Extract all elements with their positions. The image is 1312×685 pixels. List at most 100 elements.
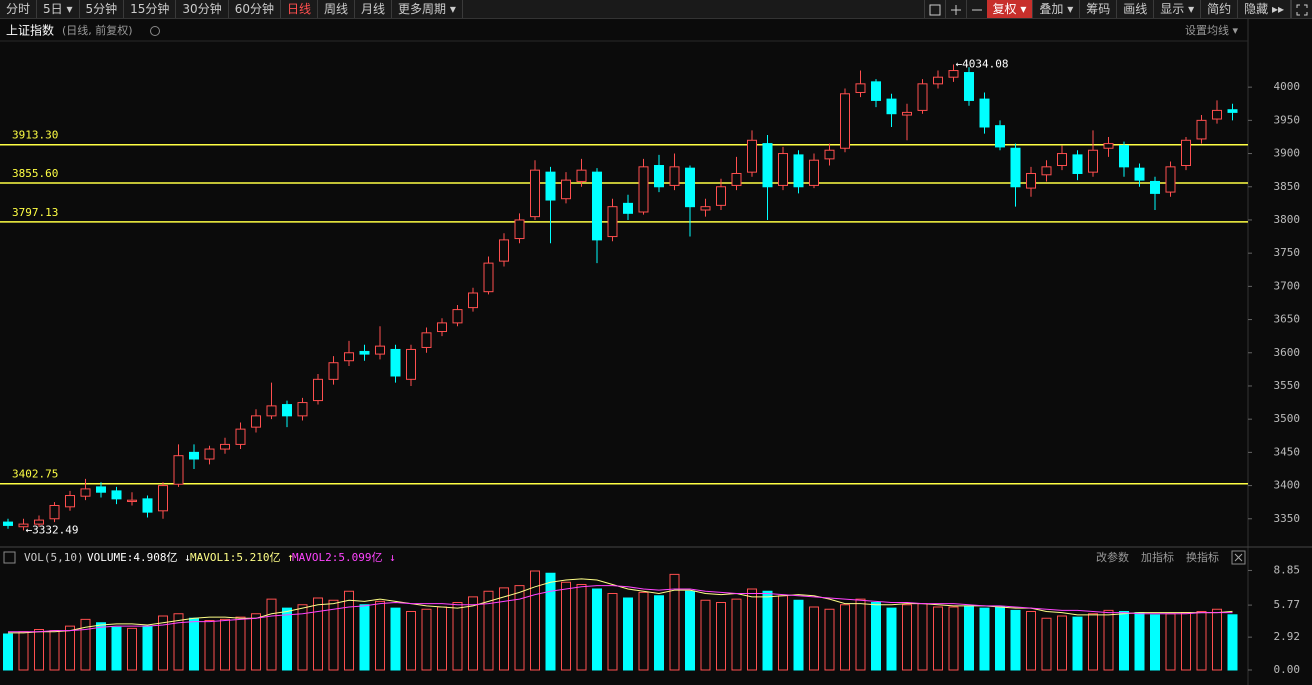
- icon: [950, 4, 961, 15]
- candle-body: [917, 83, 928, 111]
- tool-tab[interactable]: 叠加 ▾: [1033, 0, 1081, 18]
- volume-bar: [995, 606, 1005, 671]
- y-tick-label: 3550: [1274, 379, 1301, 392]
- ma-line: [8, 585, 1233, 633]
- volume-bar: [778, 595, 788, 671]
- volume-bar: [1150, 614, 1160, 671]
- candle-body: [65, 495, 75, 508]
- tool-icon[interactable]: [965, 0, 987, 18]
- candle-body: [607, 206, 618, 238]
- candle-body: [313, 378, 323, 402]
- icon: [929, 4, 941, 15]
- volume-bar: [561, 581, 571, 671]
- candle-body: [18, 523, 29, 528]
- period-tab[interactable]: 月线: [355, 0, 393, 18]
- period-tab[interactable]: 周线: [318, 0, 356, 18]
- candle-body: [964, 72, 974, 101]
- volume-bar: [809, 606, 819, 671]
- indicator-action[interactable]: 换指标: [1186, 550, 1219, 564]
- volume-bar: [607, 593, 618, 671]
- level-label: 3402.75: [12, 468, 58, 481]
- candle-body: [1026, 172, 1036, 189]
- candle-body: [623, 202, 633, 214]
- volume-bar: [964, 605, 974, 671]
- candle-body: [979, 98, 990, 128]
- ma-settings[interactable]: 设置均线 ▾: [1185, 23, 1238, 37]
- candle-body: [731, 172, 742, 186]
- volume-bar: [700, 599, 711, 671]
- volume-bar: [80, 618, 91, 671]
- period-tab[interactable]: 分时: [0, 0, 38, 18]
- volume-bar: [1057, 615, 1067, 671]
- volume-bar: [1088, 613, 1098, 671]
- indicator-action[interactable]: 加指标: [1141, 550, 1174, 564]
- candle-body: [1072, 154, 1083, 174]
- volume-bar: [1196, 611, 1207, 671]
- period-tab[interactable]: 30分钟: [176, 0, 229, 18]
- candle-body: [840, 93, 850, 149]
- y-tick-label: 3950: [1274, 113, 1301, 126]
- tool-tab[interactable]: 简约: [1201, 0, 1239, 18]
- period-tab[interactable]: 更多周期 ▾: [392, 0, 463, 18]
- help-icon[interactable]: [3, 551, 16, 564]
- volume-bar: [1227, 614, 1238, 671]
- tool-icon[interactable]: [923, 0, 945, 18]
- candle-body: [871, 81, 881, 101]
- period-tab[interactable]: 日线: [281, 0, 318, 18]
- period-tab[interactable]: 15分钟: [124, 0, 177, 18]
- extreme-label: ←3332.49: [26, 523, 79, 536]
- tool-tab[interactable]: 复权 ▾: [986, 0, 1034, 18]
- tool-tab[interactable]: 筹码: [1080, 0, 1118, 18]
- y-tick-label: 3650: [1274, 313, 1301, 326]
- volume-bar: [669, 573, 680, 671]
- candle-body: [282, 404, 292, 417]
- volume-bar: [158, 615, 168, 671]
- candle-body: [34, 519, 44, 525]
- volume-bar: [917, 603, 928, 671]
- candle-body: [251, 415, 261, 428]
- volume-bar: [747, 588, 757, 671]
- tool-tab[interactable]: 画线: [1117, 0, 1155, 18]
- volume-bar: [127, 627, 137, 671]
- tool-icon[interactable]: [944, 0, 966, 18]
- y-tick-label: 4000: [1274, 80, 1301, 93]
- close-indicator[interactable]: [1231, 550, 1246, 565]
- tool-tab[interactable]: 显示 ▾: [1154, 0, 1202, 18]
- candle-body: [809, 159, 819, 186]
- period-tab[interactable]: 5分钟: [80, 0, 125, 18]
- candle-body: [96, 486, 106, 493]
- volume-bar: [1026, 611, 1036, 671]
- candle-body: [328, 362, 339, 380]
- settings-icon[interactable]: [150, 26, 160, 36]
- volume-bar: [452, 602, 463, 671]
- icon: [1296, 4, 1308, 15]
- volume-bar: [3, 633, 13, 671]
- y-tick-label: 3500: [1274, 412, 1301, 425]
- fullscreen[interactable]: [1291, 0, 1312, 18]
- candle-body: [886, 98, 897, 115]
- candle-body: [204, 448, 215, 460]
- period-tab[interactable]: 5日 ▾: [37, 0, 80, 18]
- candle-body: [995, 125, 1005, 148]
- volume-bar: [421, 608, 432, 671]
- chart-title: 上证指数: [6, 23, 54, 38]
- candle-body: [437, 322, 447, 333]
- volume-bar: [282, 607, 292, 671]
- level-label: 3797.13: [12, 206, 58, 219]
- indicator-action[interactable]: 改参数: [1096, 550, 1129, 564]
- period-tab[interactable]: 60分钟: [229, 0, 281, 18]
- volume-legend: VOLUME:4.908亿 ↓: [87, 551, 191, 564]
- y-tick-label: 3350: [1274, 512, 1301, 525]
- chart-subtitle: (日线, 前复权): [62, 23, 133, 37]
- candle-body: [747, 139, 757, 173]
- background: [0, 19, 1312, 685]
- candle-body: [762, 143, 773, 188]
- candle-body: [1103, 143, 1114, 149]
- candle-body: [406, 348, 416, 380]
- candle-body: [1119, 145, 1129, 168]
- chart: 上证指数 (日线, 前复权) 设置均线 ▾ VOL(5,10) VOLUME:4…: [0, 19, 1312, 685]
- volume-bar: [142, 625, 153, 671]
- level-label: 3855.60: [12, 167, 58, 180]
- tool-tab[interactable]: 隐藏 ▸▸: [1238, 0, 1291, 18]
- candle-body: [1150, 180, 1160, 194]
